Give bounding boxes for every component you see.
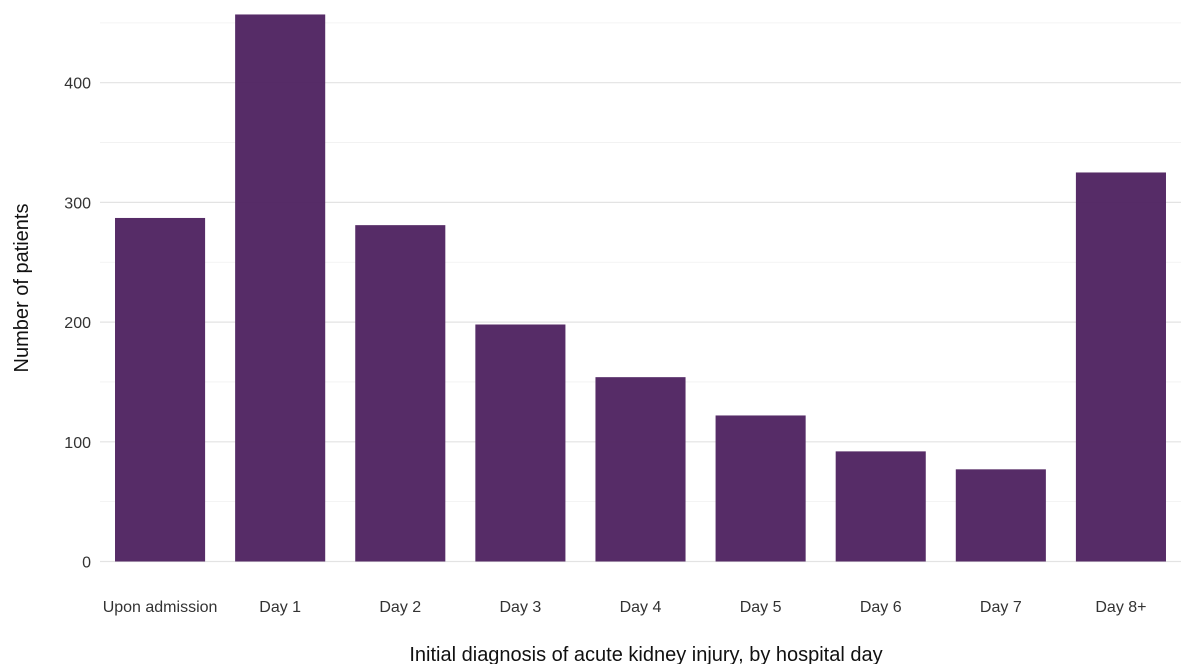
x-tick-label: Day 1 bbox=[259, 599, 301, 616]
y-tick-label: 0 bbox=[82, 555, 91, 572]
bar-day-7 bbox=[955, 469, 1046, 562]
bar-day-4 bbox=[595, 377, 686, 562]
x-tick-label: Day 4 bbox=[620, 599, 662, 616]
bar-day-8 bbox=[1075, 172, 1166, 562]
x-axis-title: Initial diagnosis of acute kidney injury… bbox=[409, 644, 882, 664]
x-tick-label: Day 8+ bbox=[1095, 599, 1146, 616]
x-tick-label: Day 7 bbox=[980, 599, 1022, 616]
x-tick-label: Day 2 bbox=[379, 599, 421, 616]
bar-day-6 bbox=[835, 451, 926, 562]
bar-day-1 bbox=[235, 14, 326, 562]
y-axis-title: Number of patients bbox=[11, 204, 33, 373]
y-tick-labels: 0 100 200 300 400 bbox=[64, 76, 91, 572]
x-tick-label: Day 5 bbox=[740, 599, 782, 616]
y-tick-label: 300 bbox=[64, 195, 91, 212]
bar-upon-admission bbox=[115, 217, 206, 562]
y-tick-label: 100 bbox=[64, 435, 91, 452]
bars bbox=[115, 14, 1166, 562]
bar-day-5 bbox=[715, 415, 806, 562]
x-tick-label: Day 3 bbox=[499, 599, 541, 616]
bar-day-3 bbox=[475, 324, 566, 562]
y-tick-label: 200 bbox=[64, 315, 91, 332]
y-tick-label: 400 bbox=[64, 76, 91, 93]
x-tick-labels: Upon admission Day 1 Day 2 Day 3 Day 4 Day 5 D… bbox=[103, 599, 1147, 616]
x-tick-label: Upon admission bbox=[103, 599, 218, 616]
bar-day-2 bbox=[355, 225, 446, 562]
x-tick-label: Day 6 bbox=[860, 599, 902, 616]
